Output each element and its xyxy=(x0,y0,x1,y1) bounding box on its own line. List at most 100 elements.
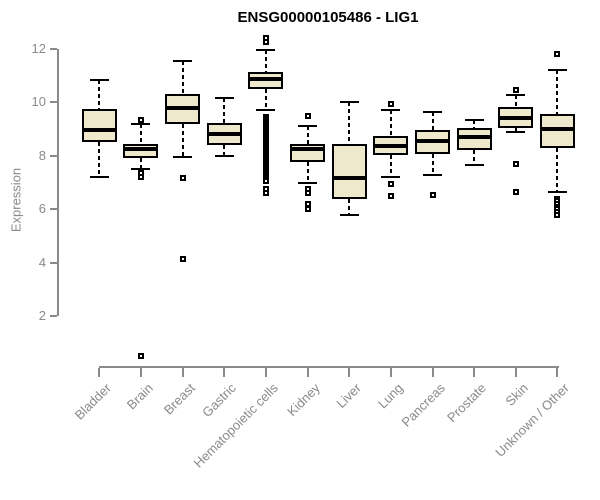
whisker-cap-low xyxy=(256,109,276,112)
x-tick xyxy=(139,368,142,377)
whisker-cap-low xyxy=(547,190,567,193)
y-axis-label: Expression xyxy=(8,167,24,233)
median-line-skin xyxy=(498,116,534,121)
outlier-point xyxy=(137,116,144,123)
outlier-point xyxy=(387,180,394,187)
whisker-line xyxy=(181,61,184,94)
whisker-cap-high xyxy=(339,101,359,104)
x-tick-label-hematopoietic-cells: Hematopoietic cells xyxy=(190,380,281,471)
whisker-line xyxy=(264,50,267,72)
whisker-line xyxy=(181,123,184,158)
x-tick-label-liver: Liver xyxy=(333,380,365,411)
whisker-line xyxy=(98,142,101,178)
whisker-cap-high xyxy=(256,49,276,52)
whisker-line xyxy=(431,111,434,131)
outlier-point xyxy=(512,87,519,94)
median-line-prostate xyxy=(456,135,492,140)
outlier-point xyxy=(512,188,519,195)
whisker-cap-high xyxy=(298,125,318,128)
whisker-line xyxy=(98,79,101,110)
whisker-cap-high xyxy=(89,78,109,81)
whisker-line xyxy=(139,123,142,144)
whisker-line xyxy=(514,128,517,133)
outlier-point xyxy=(179,175,186,182)
box-bladder xyxy=(81,109,117,143)
x-tick-label-bladder: Bladder xyxy=(71,380,115,423)
y-tick xyxy=(50,48,57,50)
outlier-point xyxy=(262,178,269,185)
box-liver xyxy=(331,144,367,199)
whisker-line xyxy=(348,102,351,145)
x-tick xyxy=(389,368,392,377)
whisker-cap-low xyxy=(339,213,359,216)
whisker-line xyxy=(473,120,476,128)
whisker-line xyxy=(223,145,226,156)
median-line-brain xyxy=(123,146,159,151)
whisker-cap-low xyxy=(298,181,318,184)
y-tick-label: 4 xyxy=(38,254,46,270)
whisker-cap-high xyxy=(173,60,193,62)
x-tick-label-lung: Lung xyxy=(374,380,406,412)
x-tick xyxy=(473,368,476,377)
x-tick xyxy=(223,368,226,377)
whisker-cap-low xyxy=(173,156,193,159)
x-tick-label-kidney: Kidney xyxy=(283,380,323,420)
outlier-point xyxy=(304,112,311,119)
whisker-line xyxy=(306,162,309,183)
y-tick xyxy=(50,315,57,317)
whisker-cap-high xyxy=(464,119,484,122)
x-tick xyxy=(556,368,559,377)
box-unknown-other xyxy=(539,113,575,149)
outlier-point xyxy=(179,255,186,262)
whisker-cap-low xyxy=(89,176,109,179)
y-tick xyxy=(50,208,57,211)
x-tick-label-pancreas: Pancreas xyxy=(397,380,448,430)
x-tick xyxy=(306,368,309,377)
y-tick-label: 2 xyxy=(38,308,46,323)
median-line-breast xyxy=(165,105,201,110)
whisker-line xyxy=(556,148,559,192)
whisker-line xyxy=(556,70,559,114)
x-tick xyxy=(181,368,184,377)
y-tick-label: 10 xyxy=(31,94,46,110)
whisker-line xyxy=(514,94,517,108)
outlier-point xyxy=(554,51,561,58)
whisker-cap-low xyxy=(464,163,484,166)
outlier-point xyxy=(262,190,269,197)
whisker-line xyxy=(223,98,226,124)
y-tick-label: 6 xyxy=(38,201,46,217)
x-tick-label-unknown-other: Unknown / Other xyxy=(492,380,573,460)
outlier-point xyxy=(387,100,394,107)
median-line-lung xyxy=(373,143,409,148)
median-line-unknown-other xyxy=(539,127,575,132)
whisker-cap-low xyxy=(423,174,442,177)
whisker-cap-high xyxy=(506,93,526,96)
y-axis-line xyxy=(57,49,59,316)
x-tick xyxy=(431,368,434,377)
x-tick-label-prostate: Prostate xyxy=(444,380,490,426)
median-line-gastric xyxy=(206,131,242,136)
median-line-liver xyxy=(331,176,367,181)
whisker-line xyxy=(473,149,476,165)
x-tick xyxy=(514,368,517,377)
outlier-point xyxy=(304,200,311,207)
whisker-cap-low xyxy=(381,176,401,179)
whisker-line xyxy=(264,89,267,111)
outlier-point xyxy=(137,174,144,181)
x-tick-label-gastric: Gastric xyxy=(199,380,240,421)
whisker-line xyxy=(389,109,392,137)
outlier-point xyxy=(429,191,436,198)
whisker-cap-high xyxy=(131,122,151,125)
x-tick xyxy=(348,368,351,377)
whisker-cap-high xyxy=(423,110,442,113)
x-tick-label-skin: Skin xyxy=(502,380,531,409)
outlier-point xyxy=(262,39,269,46)
x-tick xyxy=(264,368,267,377)
x-tick xyxy=(98,368,101,377)
x-tick-label-breast: Breast xyxy=(160,380,198,418)
whisker-cap-high xyxy=(214,97,234,100)
outlier-point xyxy=(304,206,311,213)
x-tick-label-brain: Brain xyxy=(123,380,156,413)
y-tick xyxy=(50,261,57,264)
